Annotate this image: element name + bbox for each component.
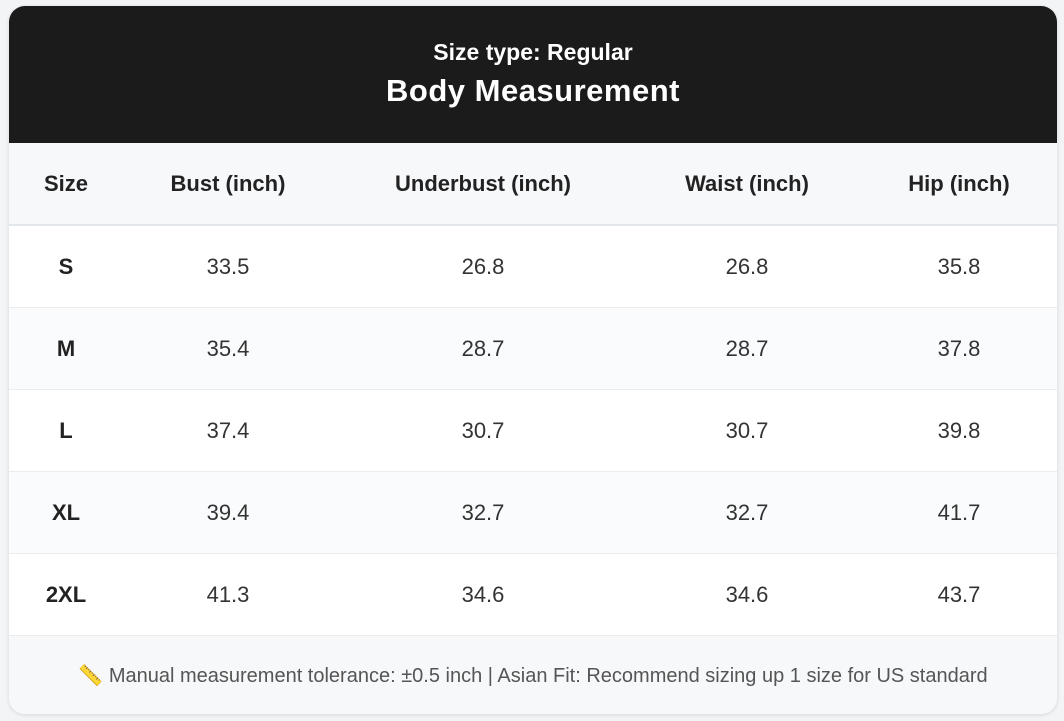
footer-note: 📏 Manual measurement tolerance: ±0.5 inc… — [9, 636, 1057, 714]
measurement-cell: 35.8 — [937, 253, 981, 279]
column-header: Underbust (inch) — [395, 170, 571, 196]
measurement-cell: 30.7 — [461, 417, 505, 443]
measurement-cell: 35.4 — [206, 335, 250, 361]
column-header: Waist (inch) — [685, 170, 809, 196]
measurement-cell: 43.7 — [937, 581, 981, 607]
measurement-cell: 37.8 — [937, 335, 981, 361]
table-row: XL 39.4 32.7 32.7 41.7 — [9, 472, 1057, 554]
measurement-cell: 32.7 — [725, 499, 769, 525]
size-table: Size Bust (inch) Underbust (inch) Waist (in… — [9, 143, 1057, 636]
table-row: L 37.4 30.7 30.7 39.8 — [9, 390, 1057, 472]
measurement-cell: 41.7 — [937, 499, 981, 525]
measurement-cell: 26.8 — [461, 253, 505, 279]
size-cell: M — [56, 335, 76, 361]
chart-title: Body Measurement — [386, 73, 680, 108]
column-header: Hip (inch) — [908, 170, 1010, 196]
size-chart-card: Size type: Regular Body Measurement Size… — [9, 6, 1057, 714]
measurement-cell: 34.6 — [725, 581, 769, 607]
table-row: 2XL 41.3 34.6 34.6 43.7 — [9, 554, 1057, 636]
column-header: Bust (inch) — [170, 170, 286, 196]
table-row: M 35.4 28.7 28.7 37.8 — [9, 308, 1057, 390]
measurement-cell: 34.6 — [461, 581, 505, 607]
measurement-cell: 32.7 — [461, 499, 505, 525]
size-cell: XL — [51, 499, 81, 525]
header: Size type: Regular Body Measurement — [9, 6, 1057, 143]
measurement-cell: 33.5 — [206, 253, 250, 279]
size-cell: 2XL — [45, 581, 87, 607]
header-row: Size Bust (inch) Underbust (inch) Waist (in… — [9, 143, 1057, 226]
size-cell: L — [59, 417, 73, 443]
measurement-cell: 37.4 — [206, 417, 250, 443]
size-cell: S — [58, 253, 74, 279]
measurement-cell: 39.8 — [937, 417, 981, 443]
table-row: S 33.5 26.8 26.8 35.8 — [9, 226, 1057, 308]
measurement-cell: 30.7 — [725, 417, 769, 443]
measurement-cell: 41.3 — [206, 581, 250, 607]
measurement-cell: 28.7 — [461, 335, 505, 361]
measurement-cell: 26.8 — [725, 253, 769, 279]
size-type: Size type: Regular — [433, 39, 633, 65]
measurement-cell: 28.7 — [725, 335, 769, 361]
measurement-cell: 39.4 — [206, 499, 250, 525]
column-header: Size — [43, 170, 89, 196]
